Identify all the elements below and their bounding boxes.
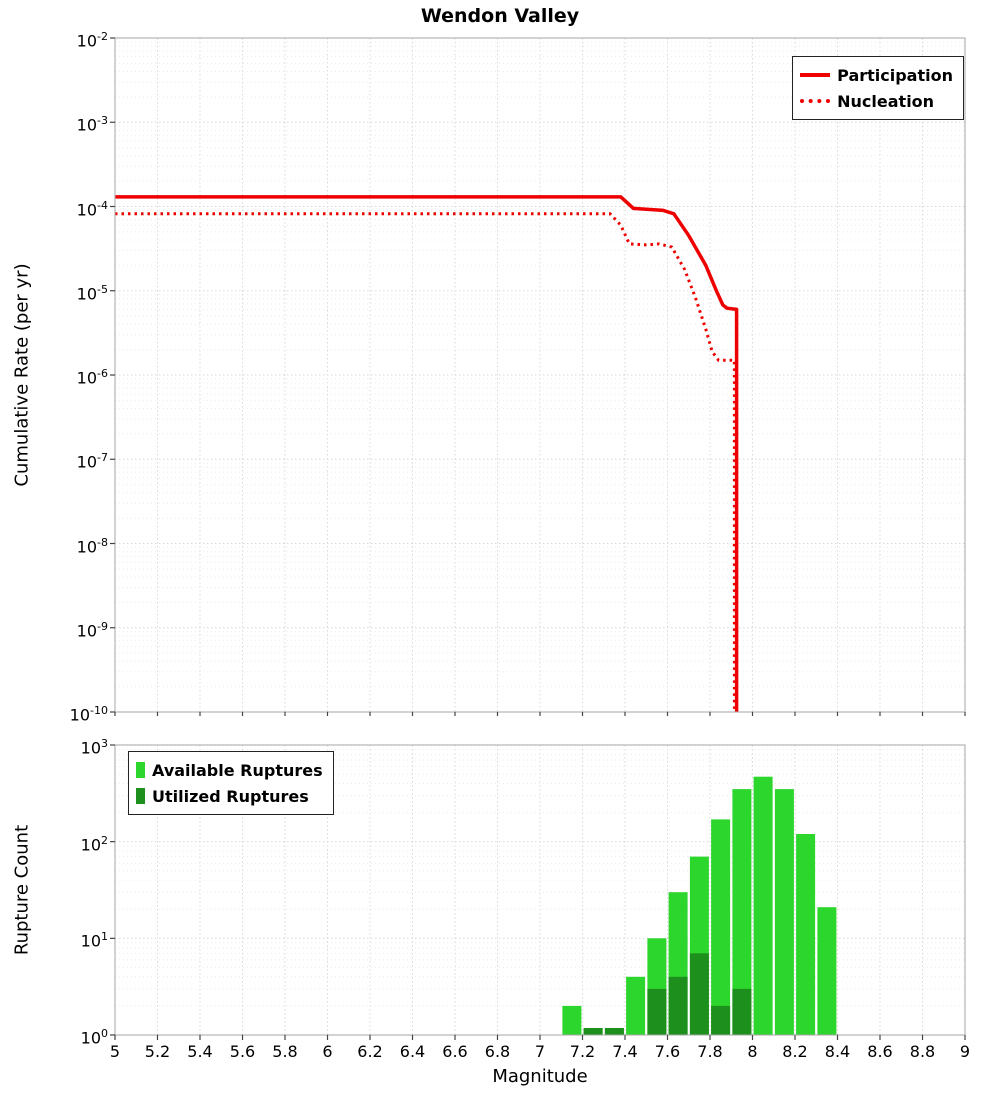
utilized-ruptures-swatch — [136, 788, 145, 804]
available-bar — [774, 789, 794, 1035]
rupture-legend: Available Ruptures Utilized Ruptures — [128, 751, 334, 815]
legend-entry-available: Available Ruptures — [136, 757, 323, 783]
legend-entry-participation: Participation — [800, 62, 953, 88]
available-bar — [626, 976, 646, 1035]
legend-entry-utilized: Utilized Ruptures — [136, 783, 323, 809]
available-bar — [732, 789, 752, 1035]
participation-line — [115, 195, 739, 712]
nucleation-line-swatch — [800, 99, 831, 103]
utilized-bar — [583, 1028, 603, 1035]
utilized-bar — [668, 976, 688, 1035]
legend-label-available: Available Ruptures — [152, 760, 323, 780]
top-y-axis-label: Cumulative Rate (per yr) — [11, 263, 33, 487]
legend-entry-nucleation: Nucleation — [800, 88, 953, 114]
nucleation-line — [115, 212, 736, 712]
participation-line-swatch — [800, 73, 831, 77]
utilized-bar — [604, 1028, 624, 1035]
available-bar — [817, 907, 837, 1035]
utilized-bar — [711, 1005, 731, 1035]
utilized-bar — [647, 988, 667, 1035]
available-bar — [562, 1005, 582, 1035]
utilized-bar — [732, 988, 752, 1035]
available-bar — [711, 819, 731, 1035]
available-ruptures-swatch — [136, 762, 145, 778]
legend-label-nucleation: Nucleation — [837, 91, 935, 111]
utilized-bar — [689, 953, 709, 1035]
legend-label-participation: Participation — [837, 65, 953, 85]
x-axis-label: Magnitude — [492, 1066, 588, 1087]
rate-legend: Participation Nucleation — [792, 56, 964, 120]
available-bar — [796, 834, 816, 1035]
legend-label-utilized: Utilized Ruptures — [152, 786, 309, 806]
available-bar — [753, 776, 773, 1035]
chart-title: Wendon Valley — [420, 5, 580, 27]
bottom-y-axis-label: Rupture Count — [11, 824, 33, 956]
